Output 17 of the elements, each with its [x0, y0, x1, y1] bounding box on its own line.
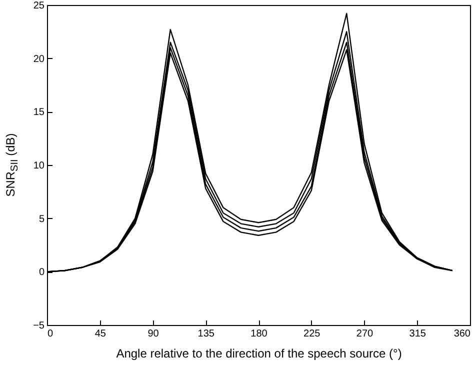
y-tick-label: 25 — [33, 0, 45, 12]
x-tick-label: 45 — [94, 328, 106, 340]
x-tick-label: 0 — [48, 328, 54, 340]
x-tick-label: 90 — [148, 328, 160, 340]
y-tick-label: 20 — [33, 54, 45, 65]
x-axis-title: Angle relative to the direction of the speech source (°) — [116, 346, 402, 360]
x-tick-label: 180 — [250, 328, 268, 340]
y-tick-label: −5 — [33, 320, 45, 332]
x-tick-label: 135 — [198, 328, 215, 340]
x-tick-label: 270 — [356, 328, 374, 340]
x-tick-label: 315 — [409, 328, 426, 340]
y-tick-label: 5 — [38, 214, 45, 225]
x-tick-label: 225 — [304, 328, 321, 340]
y-tick-label: 15 — [33, 107, 45, 118]
y-tick-label: 10 — [33, 160, 45, 172]
y-tick-label: 0 — [38, 267, 45, 278]
x-tick-label: 360 — [454, 328, 471, 340]
